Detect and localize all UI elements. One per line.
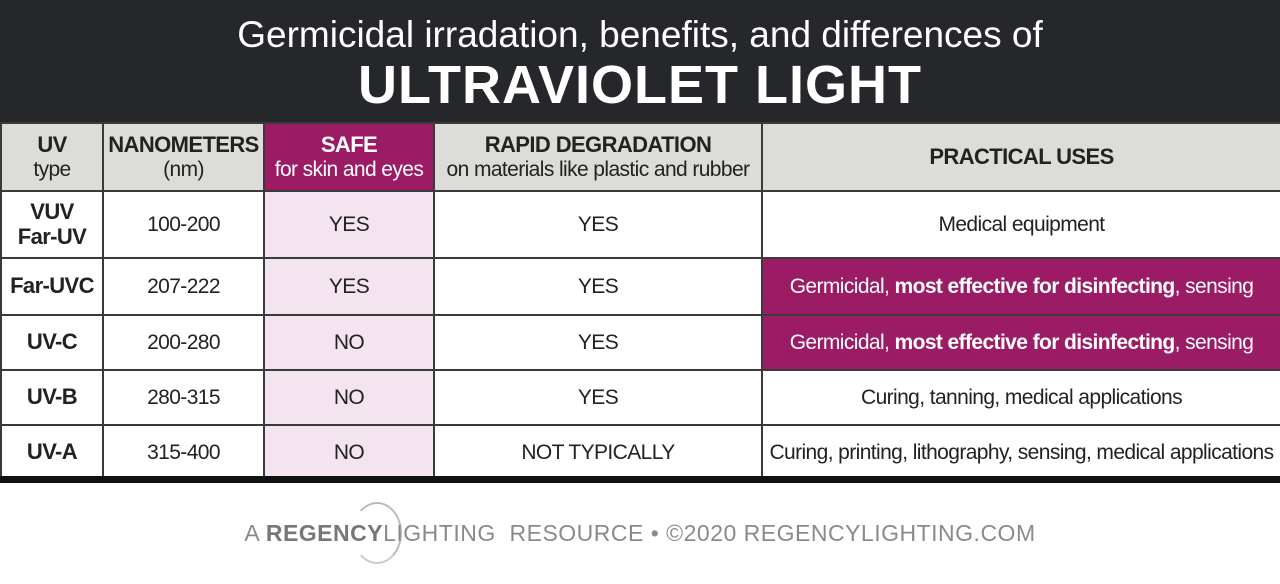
table-row: UV-B 280-315 NO YES Curing, tanning, med… (0, 369, 1280, 426)
safe-value: YES (263, 257, 435, 316)
safe-value: NO (263, 424, 435, 481)
footer-credit: A REGENCYLIGHTING RESOURCE • ©2020 REGEN… (244, 520, 1036, 546)
safe-value: NO (263, 314, 435, 371)
nm-range: 315-400 (102, 424, 265, 481)
table-row: VUV Far-UV 100-200 YES YES Medical equipm… (0, 190, 1280, 259)
uv-type: Far-UVC (0, 257, 104, 316)
uv-type: UV-A (0, 424, 104, 481)
degradation-value: YES (433, 190, 763, 259)
uv-type: UV-C (0, 314, 104, 371)
regency-logo-arc-icon (352, 502, 402, 564)
degradation-value: YES (433, 257, 763, 316)
nm-range: 207-222 (102, 257, 265, 316)
uv-type: UV-B (0, 369, 104, 426)
safe-value: YES (263, 190, 435, 259)
degradation-value: YES (433, 314, 763, 371)
title-banner: Germicidal irradation, benefits, and dif… (0, 0, 1280, 122)
col-header-uv-type: UV type (0, 122, 104, 192)
practical-uses: Germicidal, most effective for disinfect… (761, 257, 1280, 316)
uv-comparison-table: UV type NANOMETERS (nm) SAFE for skin and e… (0, 122, 1280, 481)
table-row: UV-A 315-400 NO NOT TYPICALLY Curing, pr… (0, 424, 1280, 481)
practical-uses: Germicidal, most effective for disinfect… (761, 314, 1280, 371)
table-header-row: UV type NANOMETERS (nm) SAFE for skin and e… (0, 122, 1280, 192)
safe-value: NO (263, 369, 435, 426)
degradation-value: NOT TYPICALLY (433, 424, 763, 481)
page-title: ULTRAVIOLET LIGHT (358, 55, 922, 115)
col-header-nanometers: NANOMETERS (nm) (102, 122, 265, 192)
nm-range: 200-280 (102, 314, 265, 371)
table-bottom-rule (0, 476, 1280, 483)
table-row: UV-C 200-280 NO YES Germicidal, most eff… (0, 314, 1280, 371)
table-row: Far-UVC 207-222 YES YES Germicidal, most… (0, 257, 1280, 316)
col-header-safe: SAFE for skin and eyes (263, 122, 435, 192)
subtitle: Germicidal irradation, benefits, and dif… (237, 14, 1043, 55)
practical-uses: Curing, printing, lithography, sensing, … (761, 424, 1280, 481)
uv-type: VUV Far-UV (0, 190, 104, 259)
nm-range: 100-200 (102, 190, 265, 259)
col-header-degradation: RAPID DEGRADATION on materials like plast… (433, 122, 763, 192)
practical-uses: Curing, tanning, medical applications (761, 369, 1280, 426)
nm-range: 280-315 (102, 369, 265, 426)
brand-bold: REGENCY (265, 520, 384, 546)
col-header-practical-uses: PRACTICAL USES (761, 122, 1280, 192)
degradation-value: YES (433, 369, 763, 426)
practical-uses: Medical equipment (761, 190, 1280, 259)
